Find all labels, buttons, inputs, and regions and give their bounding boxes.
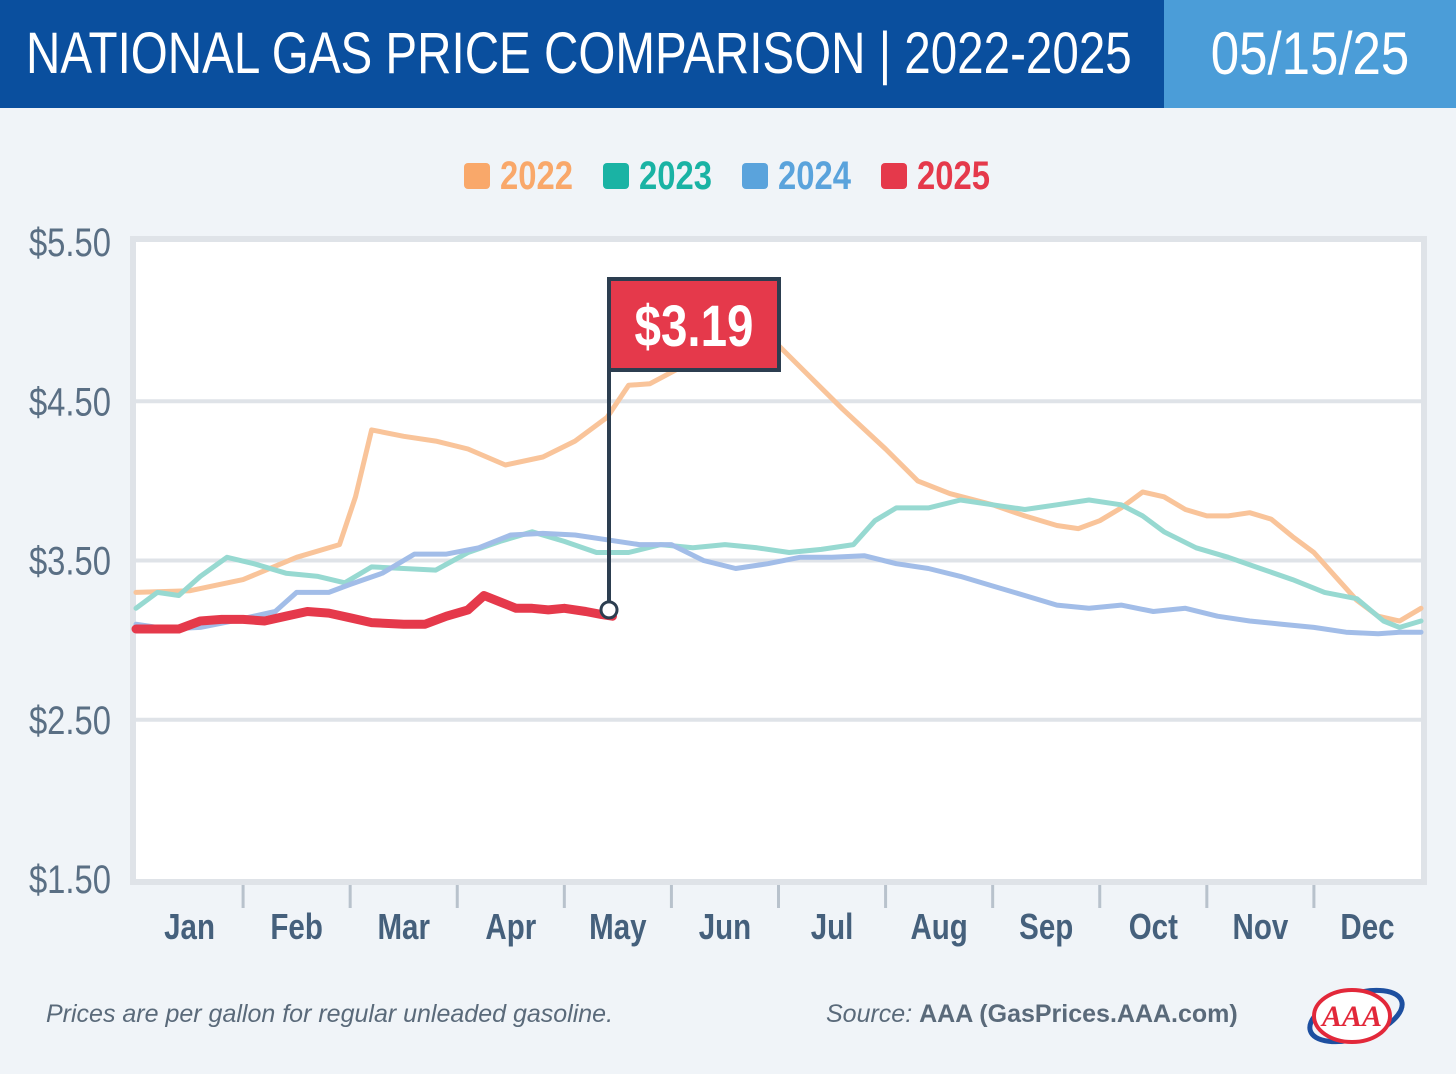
y-tick-label: $1.50 (29, 857, 111, 902)
chart-legend: 2022 2023 2024 2025 (0, 150, 1456, 202)
aaa-logo: AAA (1307, 987, 1405, 1045)
footer-source: Source: AAA (GasPrices.AAA.com) (826, 1000, 1238, 1029)
y-tick-label: $3.50 (29, 538, 111, 583)
series-line-2024 (133, 530, 1424, 637)
legend-label-2023: 2023 (639, 154, 712, 198)
y-tick-label: $5.50 (29, 220, 111, 265)
legend-label-2022: 2022 (500, 154, 573, 198)
series-line-2022 (133, 322, 1424, 624)
legend-item-2025: 2025 (880, 150, 992, 202)
flag-marker (599, 600, 619, 620)
header-bar: NATIONAL GAS PRICE COMPARISON | 2022-202… (0, 0, 1456, 108)
x-tick-label: Dec (1340, 906, 1394, 946)
x-tick-label: Jun (699, 906, 751, 946)
y-axis: $1.50 $2.50 $3.50 $4.50 $5.50 (29, 220, 111, 902)
title-main: NATIONAL GAS PRICE COMPARISON (26, 21, 866, 86)
series-line-2025 (131, 591, 617, 634)
x-tick-label: Mar (377, 906, 430, 946)
x-tick-label: May (589, 906, 647, 946)
x-tick-label: Aug (910, 906, 967, 946)
legend-label-2024: 2024 (778, 154, 851, 198)
svg-text:AAA: AAA (1320, 1000, 1382, 1033)
source-name: AAA (GasPrices.AAA.com) (919, 1000, 1238, 1028)
y-tick-label: $4.50 (29, 379, 111, 424)
title-range: 2022-2025 (904, 21, 1132, 86)
legend-label-2025: 2025 (916, 154, 990, 198)
x-tick-label: Nov (1232, 906, 1288, 946)
flag-box (607, 277, 781, 372)
legend-item-2024: 2024 (742, 150, 853, 202)
y-tick-label: $2.50 (29, 698, 111, 743)
date-box: 05/15/25 (1164, 0, 1456, 108)
x-axis: Jan Feb Mar Apr May Jun Jul Aug Sep Oct Nov Dec (164, 885, 1395, 947)
x-tick-label: Feb (270, 906, 322, 946)
legend-swatch-2022 (464, 163, 491, 189)
header-date: 05/15/25 (1210, 20, 1410, 87)
legend-item-2022: 2022 (464, 150, 575, 202)
page-title: NATIONAL GAS PRICE COMPARISON | 2022-202… (26, 18, 1132, 90)
price-flag: $3.19 (599, 277, 781, 620)
series-line-2023 (133, 497, 1424, 630)
legend-item-2023: 2023 (603, 150, 714, 202)
series-lines (131, 322, 1424, 637)
footer-note: Prices are per gallon for regular unlead… (46, 1000, 614, 1028)
x-tick-label: Jan (164, 906, 215, 946)
x-tick-label: Jul (811, 906, 854, 946)
x-tick-label: Apr (485, 906, 536, 946)
flag-label: $3.19 (635, 295, 754, 360)
source-label: Source: (826, 1000, 913, 1028)
x-tick-label: Sep (1019, 906, 1073, 946)
legend-swatch-2024 (742, 163, 768, 189)
x-tick-label: Oct (1129, 906, 1178, 946)
legend-swatch-2025 (880, 163, 907, 189)
title-separator: | (865, 21, 905, 86)
legend-swatch-2023 (603, 163, 630, 189)
